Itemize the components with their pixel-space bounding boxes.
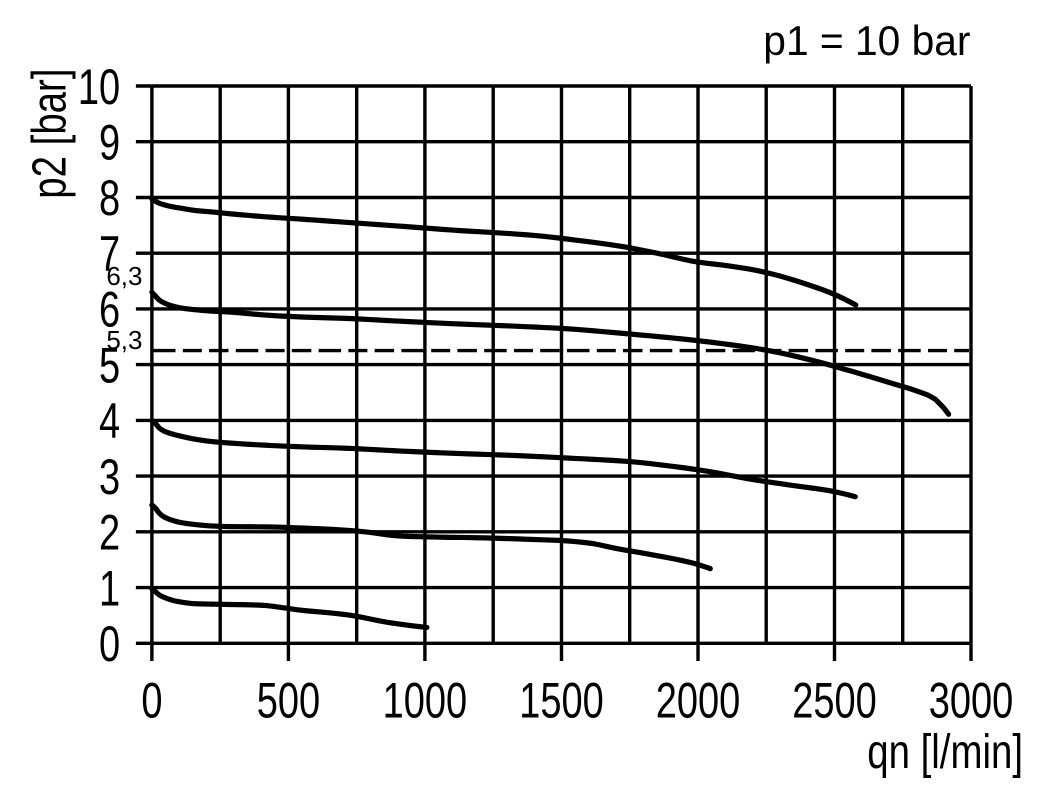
svg-text:2000: 2000 bbox=[656, 674, 741, 729]
svg-text:p2 [bar]: p2 [bar] bbox=[24, 69, 77, 199]
svg-text:3: 3 bbox=[99, 450, 120, 505]
svg-text:4: 4 bbox=[99, 394, 120, 449]
svg-text:1000: 1000 bbox=[383, 674, 468, 729]
svg-text:3000: 3000 bbox=[929, 674, 1014, 729]
svg-text:2500: 2500 bbox=[792, 674, 877, 729]
svg-text:5,3: 5,3 bbox=[106, 325, 142, 355]
svg-text:7: 7 bbox=[99, 227, 120, 282]
svg-text:8: 8 bbox=[99, 171, 120, 226]
svg-text:6,3: 6,3 bbox=[106, 261, 142, 291]
svg-text:9: 9 bbox=[99, 116, 120, 171]
svg-text:1: 1 bbox=[99, 561, 120, 616]
svg-text:500: 500 bbox=[257, 674, 320, 729]
svg-text:qn [l/min]: qn [l/min] bbox=[867, 726, 1023, 779]
svg-text:10: 10 bbox=[78, 60, 120, 115]
svg-text:0: 0 bbox=[99, 617, 120, 672]
svg-text:0: 0 bbox=[141, 674, 162, 729]
svg-text:6: 6 bbox=[99, 283, 120, 338]
svg-text:p1 = 10 bar: p1 = 10 bar bbox=[763, 17, 970, 64]
svg-text:2: 2 bbox=[99, 506, 120, 561]
svg-text:5: 5 bbox=[99, 338, 120, 393]
svg-text:1500: 1500 bbox=[519, 674, 604, 729]
